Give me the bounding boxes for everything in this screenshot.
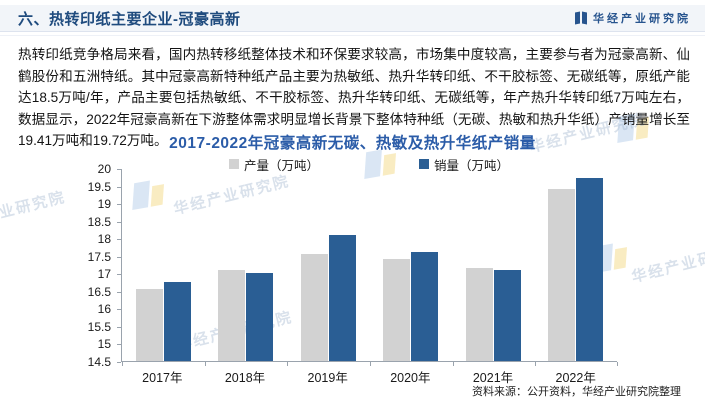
x-axis-tick-mark [452, 362, 454, 366]
x-axis-tick-mark [535, 362, 537, 366]
x-axis-tick-mark [204, 362, 206, 366]
bar [493, 269, 521, 361]
x-axis-tick-label: 2017年 [142, 371, 183, 385]
legend-label: 产量（万吨） [243, 158, 319, 173]
bar [576, 177, 604, 361]
bar [465, 268, 493, 361]
plot-area [121, 169, 618, 366]
bar [218, 269, 246, 361]
y-axis-tick-mark [117, 362, 121, 363]
legend-label: 销量（万吨） [434, 158, 510, 173]
y-axis-tick-label: 17.5 [87, 249, 111, 264]
bar [383, 259, 411, 361]
y-axis-tick-label: 18.5 [87, 214, 111, 229]
y-axis-tick-label: 15.5 [87, 319, 111, 334]
bar [163, 282, 191, 361]
x-axis-tick-mark [370, 362, 371, 366]
legend-swatch-icon [419, 159, 429, 169]
y-axis-tick-label: 16 [97, 302, 111, 317]
x-axis-tick-mark [617, 362, 618, 366]
x-axis-tick-label: 2021年 [472, 371, 514, 385]
bar [328, 234, 356, 361]
y-axis-tick-mark [117, 309, 121, 311]
y-axis-tick-mark [117, 344, 121, 346]
y-axis-tick-label: 17 [97, 267, 111, 282]
y-axis: 20 19.5 19 18.5 18 17.5 17 16.5 16 15.5 15 14.5 [0, 162, 121, 369]
body-paragraph: 热转印纸竞争格局来看，国内热转移纸整体技术和环保要求较高，市场集中度较高，主要参… [18, 47, 690, 148]
y-axis-tick-mark [117, 186, 121, 188]
bar [246, 273, 274, 361]
y-axis-tick-label: 15 [97, 337, 111, 352]
bar-group [452, 169, 535, 361]
y-axis-tick-label: 14.5 [87, 355, 111, 369]
legend-item: 产量（万吨） [228, 155, 319, 174]
y-axis-tick-mark [117, 291, 121, 293]
x-axis-tick-label: 2022年 [555, 371, 596, 385]
x-axis: 2017年 2018年 2019年 2020年 2021年 2022年 [121, 367, 617, 386]
header: 六、热转印纸主要企业-冠豪高新 华经产业研究院 [0, 5, 705, 32]
bar [300, 254, 328, 361]
y-axis-tick-mark [117, 221, 121, 223]
bar-group [205, 169, 288, 361]
bar-group [535, 169, 618, 361]
bar [548, 188, 576, 361]
y-axis-tick-mark [117, 274, 121, 276]
x-axis-tick-mark [287, 362, 289, 366]
brand-name: 华经产业研究院 [593, 13, 691, 25]
y-axis-tick-mark [117, 169, 121, 170]
source-note: 资料来源：公开资料，华经产业研究院整理 [472, 386, 681, 398]
y-axis-tick-mark [117, 256, 121, 258]
x-axis-tick-label: 2018年 [224, 371, 266, 385]
page-title: 六、热转印纸主要企业-冠豪高新 [18, 10, 241, 28]
x-axis-tick-label: 2020年 [390, 371, 431, 385]
legend-swatch-icon [228, 159, 239, 169]
y-axis-tick-mark [117, 326, 121, 328]
bar-group [287, 169, 370, 361]
y-axis-tick-label: 19.5 [87, 179, 111, 194]
bar [135, 289, 163, 361]
bar-group [370, 169, 453, 361]
bar [411, 252, 439, 361]
brand: 华经产业研究院 [575, 10, 691, 26]
y-axis-tick-label: 16.5 [87, 284, 111, 299]
x-axis-tick-label: 2019年 [307, 371, 348, 385]
chart-legend: 产量（万吨） 销量（万吨） [121, 155, 617, 174]
bar-group [122, 169, 205, 361]
x-axis-tick-mark [122, 362, 123, 366]
y-axis-tick-mark [117, 239, 121, 241]
y-axis-tick-label: 20 [97, 162, 111, 176]
y-axis-tick-label: 19 [97, 197, 111, 212]
legend-item: 销量（万吨） [419, 155, 509, 174]
y-axis-tick-mark [117, 204, 121, 206]
y-axis-tick-label: 18 [97, 232, 111, 247]
header-divider [0, 35, 705, 36]
chart-title: 2017-2022年冠豪高新无碳、热敏及热升华纸产销量 [169, 135, 536, 152]
